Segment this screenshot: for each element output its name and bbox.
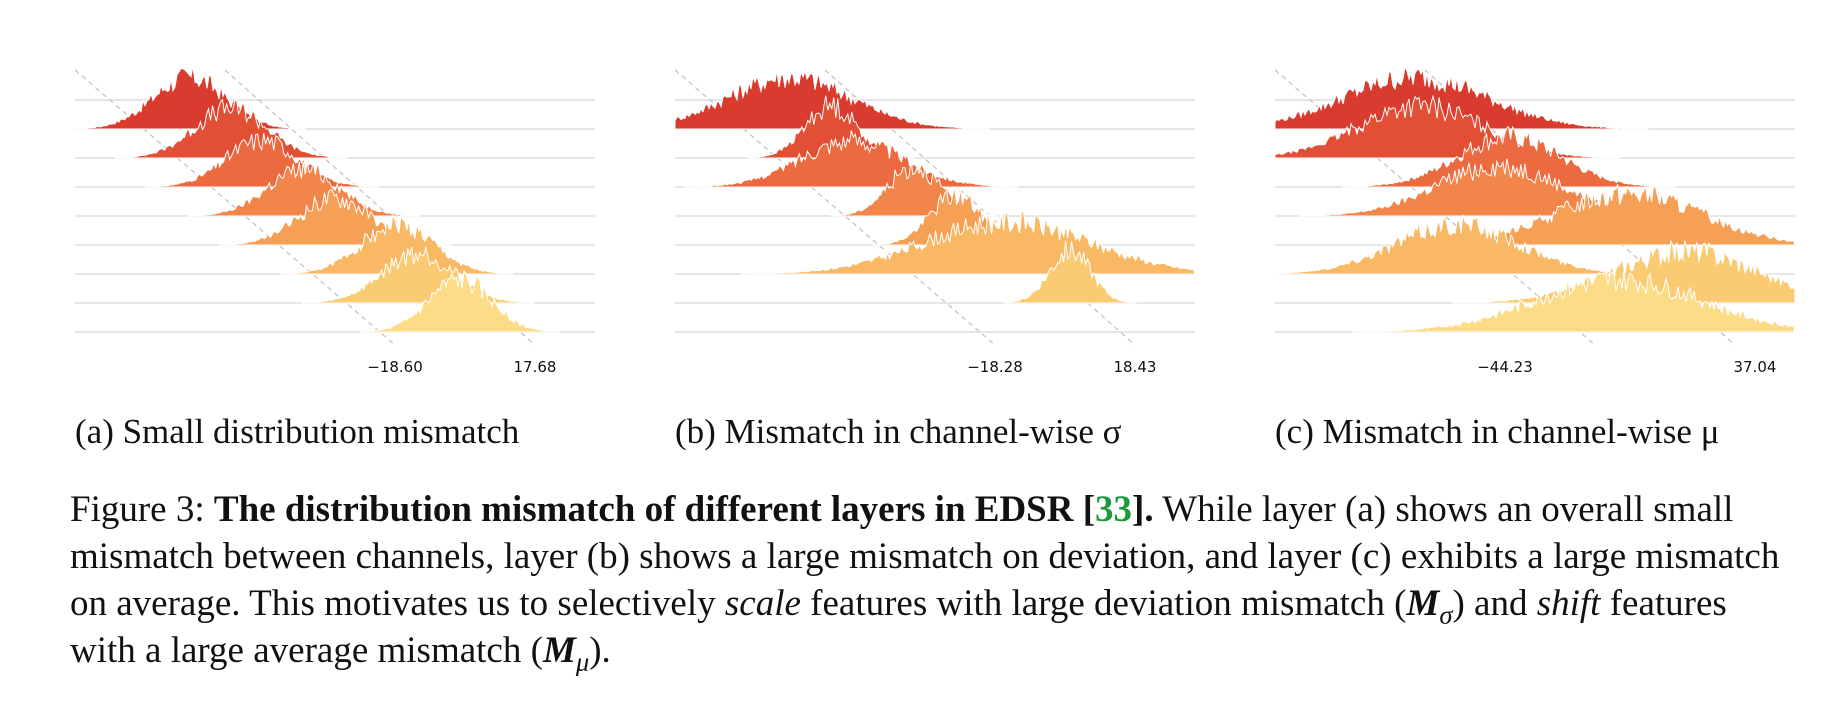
- x-tick-label-left: −18.28: [967, 358, 1023, 376]
- figure-number: Figure 3:: [70, 489, 214, 530]
- ridge-density-6: [280, 214, 515, 275]
- m-sigma-symbol: M: [1406, 583, 1440, 624]
- ridge-density-8: [1351, 269, 1795, 333]
- caption-text: features with a large average mismatch (: [70, 583, 1727, 671]
- ridge-density-2: [114, 96, 348, 159]
- x-tick-label-right: 18.43: [1114, 358, 1157, 376]
- x-tick-label-right: 17.68: [514, 358, 557, 376]
- caption-text: ).: [589, 630, 611, 671]
- ridge-density-3: [684, 130, 1019, 188]
- ridgeline-plot-a: −18.60 17.68: [75, 65, 595, 376]
- ridge-density-1: [1275, 65, 1649, 130]
- figure-caption: Figure 3: The distribution mismatch of d…: [70, 486, 1790, 677]
- ridge-density-1: [75, 65, 307, 130]
- ridge-density-6: [1275, 214, 1657, 275]
- m-mu-symbol: M: [542, 630, 576, 671]
- ridge-density-7: [1003, 240, 1137, 304]
- caption-bold-title: The distribution mismatch of different l…: [213, 489, 1154, 530]
- ridgeline-plot-b: −18.28 18.43: [675, 69, 1195, 376]
- caption-text: features with large deviation mismatch (: [800, 583, 1407, 624]
- ridge-density-1: [675, 69, 990, 130]
- caption-emph-shift: shift: [1536, 583, 1601, 624]
- x-tick-label-left: −18.60: [367, 358, 423, 376]
- ridge-density-2: [1275, 94, 1621, 159]
- ridge-density-8: [359, 269, 560, 333]
- guide-line: [675, 69, 996, 346]
- ridge-density-4: [186, 161, 421, 217]
- caption-text: While layer (a) shows an overall small m…: [70, 489, 1780, 624]
- subfigure-c-chart: −44.23 37.04: [1275, 40, 1795, 390]
- ridgeline-plot-c: −44.23 37.04: [1275, 65, 1795, 376]
- subfigure-b-caption: (b) Mismatch in channel-wise σ: [675, 412, 1122, 451]
- sigma-subscript: σ: [1439, 599, 1453, 630]
- subfigure-b-chart: −18.28 18.43: [675, 40, 1195, 390]
- citation-link[interactable]: 33: [1095, 489, 1133, 530]
- ridge-density-7: [301, 245, 535, 304]
- subfigure-a-chart: −18.60 17.68: [75, 40, 595, 390]
- caption-emph-scale: scale: [724, 583, 801, 624]
- x-tick-label-left: −44.23: [1477, 358, 1533, 376]
- mu-subscript: μ: [575, 646, 590, 677]
- subfigure-c-caption: (c) Mismatch in channel-wise μ: [1275, 412, 1720, 451]
- x-tick-label-right: 37.04: [1734, 358, 1777, 376]
- ridge-density-6: [741, 210, 1195, 275]
- ridge-density-3: [1342, 125, 1676, 188]
- subfigure-a-caption: (a) Small distribution mismatch: [75, 412, 520, 451]
- caption-text: ) and: [1452, 583, 1537, 624]
